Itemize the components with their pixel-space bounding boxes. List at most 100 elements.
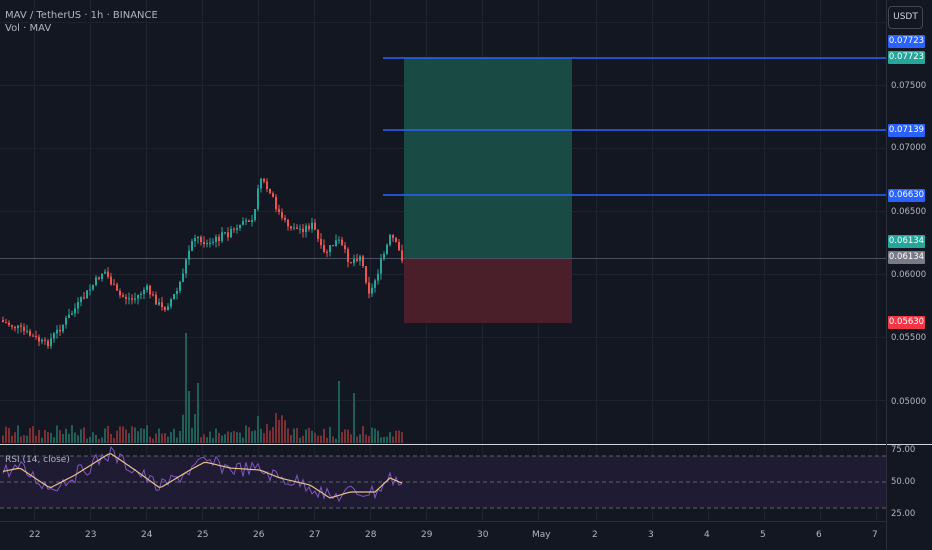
candle-body	[140, 293, 142, 295]
candle-body	[8, 322, 10, 326]
chart-grid	[0, 0, 886, 521]
volume-bar	[185, 333, 187, 443]
volume-bar	[263, 433, 265, 443]
volume-bar	[128, 433, 130, 443]
volume-bar	[281, 415, 283, 443]
volume-legend[interactable]: Vol · MAV	[5, 23, 52, 34]
candle-body	[158, 302, 160, 305]
candle-body	[47, 340, 49, 347]
candle-body	[245, 220, 247, 222]
candle-body	[65, 318, 67, 325]
candle-body	[38, 336, 40, 342]
candle-body	[89, 289, 91, 291]
volume-bar	[212, 437, 214, 443]
volume-bar	[164, 433, 166, 443]
candle-body	[143, 289, 145, 294]
volume-bar	[191, 428, 193, 443]
volume-bar	[248, 427, 250, 443]
position-tool[interactable]	[404, 58, 572, 323]
candle-body	[164, 307, 166, 310]
candle-body	[395, 237, 397, 243]
candle-body	[167, 306, 169, 310]
candle-body	[128, 298, 130, 300]
volume-bar	[137, 431, 139, 443]
candle-body	[53, 333, 55, 339]
candle-body	[14, 326, 16, 329]
volume-bar	[359, 434, 361, 443]
volume-bar	[173, 428, 175, 443]
candle-body	[251, 219, 253, 222]
time-axis-label: May	[532, 530, 551, 540]
candle-body	[95, 277, 97, 285]
candle-body	[161, 302, 163, 308]
volume-bar	[329, 426, 331, 443]
candle-body	[335, 240, 337, 247]
candle-body	[281, 212, 283, 218]
time-axis-label: 29	[421, 530, 433, 540]
candle-body	[308, 225, 310, 230]
volume-bar	[68, 433, 70, 443]
volume-bars	[2, 333, 403, 443]
volume-bar	[353, 393, 355, 443]
volume-bar	[371, 427, 373, 443]
last-price-tag: 0.06134	[888, 251, 925, 264]
candle-body	[71, 313, 73, 315]
candle-body	[152, 294, 154, 296]
price-axis-label: 0.07500	[891, 81, 927, 91]
volume-bar	[92, 432, 94, 443]
volume-bar	[254, 430, 256, 443]
time-axis-label: 27	[309, 530, 321, 540]
volume-bar	[215, 428, 217, 443]
volume-bar	[377, 430, 379, 443]
stop-loss-price-tag: 0.05630	[888, 316, 925, 329]
chart-legend: MAV / TetherUS · 1h · BINANCE Vol · MAV	[5, 9, 158, 35]
rsi-legend[interactable]: RSI (14, close)	[5, 455, 70, 465]
volume-bar	[62, 433, 64, 443]
candle-body	[353, 259, 355, 263]
candle-body	[5, 321, 7, 323]
candle-body	[332, 245, 334, 247]
candle-body	[350, 261, 352, 263]
currency-button[interactable]: USDT	[888, 6, 923, 29]
volume-bar	[104, 428, 106, 443]
volume-bar	[53, 437, 55, 443]
candle-body	[380, 258, 382, 274]
candle-body	[323, 245, 325, 252]
volume-bar	[227, 431, 229, 443]
volume-bar	[317, 435, 319, 443]
time-axis-label: 23	[85, 530, 97, 540]
candle-body	[218, 236, 220, 242]
volume-bar	[311, 430, 313, 443]
volume-bar	[326, 437, 328, 443]
time-axis-label: 25	[197, 530, 209, 540]
volume-bar	[140, 428, 142, 443]
price-candles	[2, 177, 403, 349]
volume-bar	[392, 436, 394, 443]
candle-body	[305, 225, 307, 233]
volume-bar	[398, 430, 400, 443]
candle-body	[137, 294, 139, 299]
volume-bar	[203, 434, 205, 443]
volume-bar	[347, 429, 349, 443]
volume-bar	[236, 432, 238, 443]
candle-body	[221, 232, 223, 242]
volume-bar	[80, 429, 82, 443]
time-axis-label: 28	[365, 530, 377, 540]
candle-body	[254, 209, 256, 220]
volume-bar	[5, 426, 7, 443]
volume-bar	[287, 428, 289, 443]
volume-bar	[320, 435, 322, 443]
volume-bar	[200, 437, 202, 443]
volume-bar	[365, 434, 367, 443]
volume-bar	[332, 436, 334, 443]
volume-bar	[110, 433, 112, 443]
candle-body	[74, 308, 76, 314]
candle-body	[242, 221, 244, 225]
volume-bar	[245, 425, 247, 443]
symbol-title[interactable]: MAV / TetherUS · 1h · BINANCE	[5, 10, 158, 21]
candle-body	[341, 239, 343, 246]
candle-body	[272, 193, 274, 197]
candle-body	[398, 242, 400, 251]
tp1-price-tag: 0.06630	[888, 189, 925, 202]
